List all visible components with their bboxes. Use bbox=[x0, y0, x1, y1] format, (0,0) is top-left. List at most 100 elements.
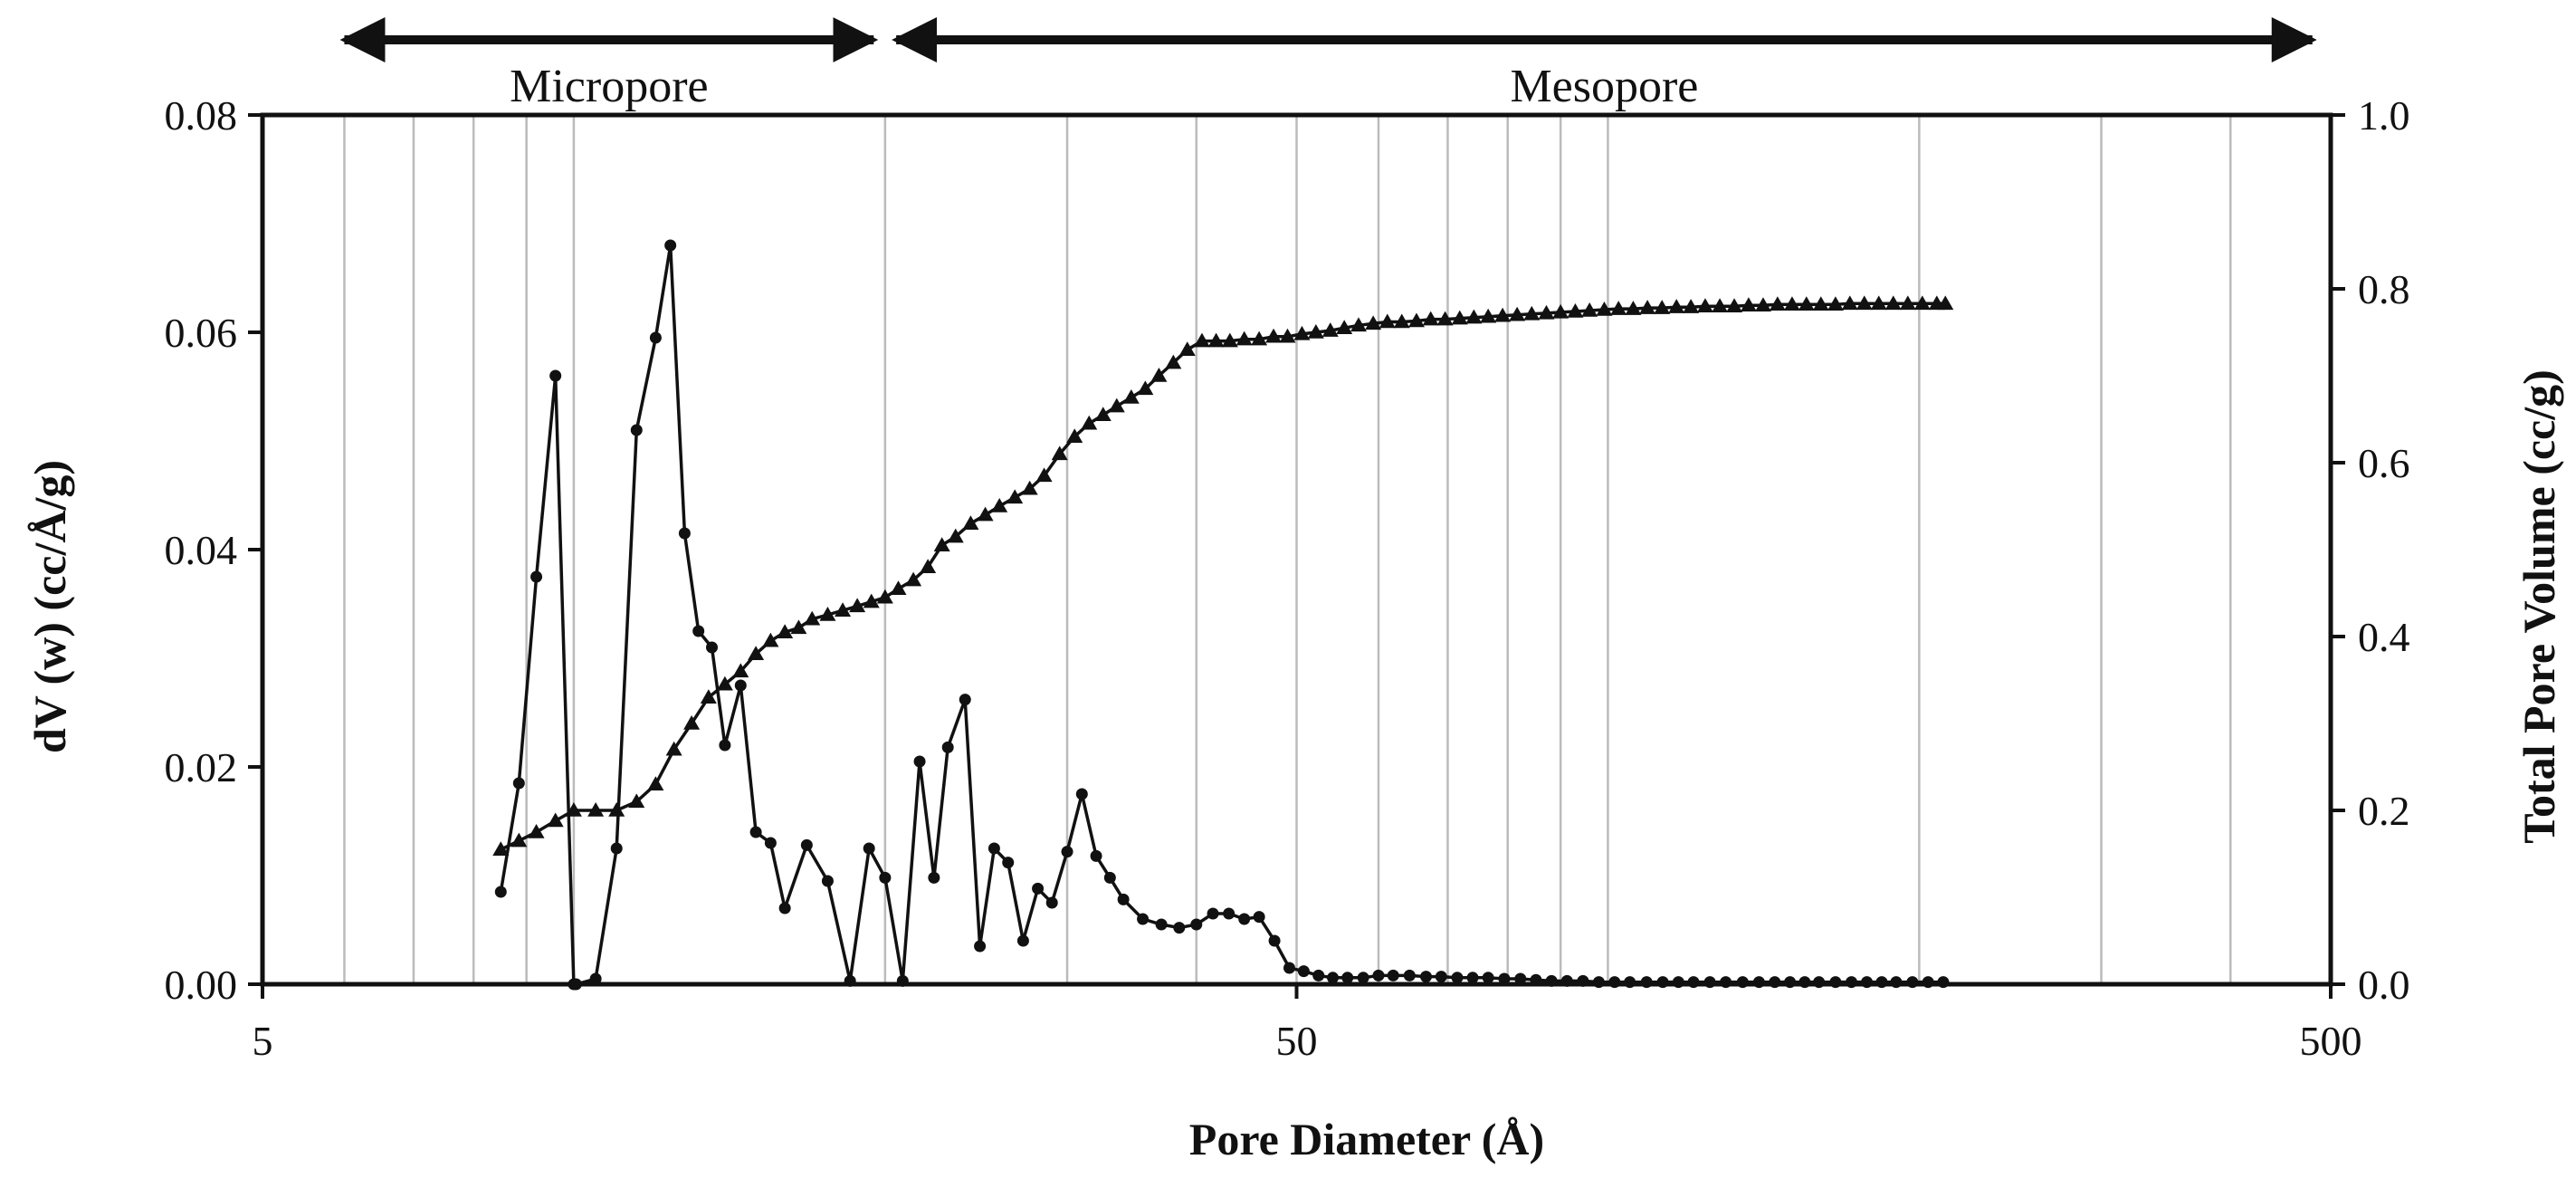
data-point bbox=[1683, 299, 1700, 313]
data-point bbox=[1639, 300, 1656, 314]
data-point bbox=[1021, 480, 1038, 495]
data-point bbox=[683, 715, 701, 730]
data-point bbox=[1238, 913, 1251, 925]
data-point bbox=[928, 871, 940, 884]
data-point bbox=[1538, 304, 1555, 320]
data-point bbox=[1514, 972, 1527, 985]
data-point bbox=[1769, 296, 1786, 311]
data-point bbox=[1422, 311, 1439, 326]
data-point bbox=[991, 498, 1008, 512]
data-point bbox=[1066, 428, 1083, 443]
data-point bbox=[1327, 972, 1340, 984]
data-point bbox=[1336, 320, 1353, 334]
data-point bbox=[1523, 305, 1541, 321]
data-point bbox=[692, 625, 705, 637]
data-point bbox=[804, 610, 821, 626]
data-point bbox=[879, 871, 892, 884]
data-point bbox=[1061, 846, 1073, 858]
data-point bbox=[589, 972, 602, 985]
axes: 0.00 0.02 0.04 0.06 0.08 0.0 0.2 0.4 0.6 0.8 1.0 5 5… bbox=[165, 92, 2410, 1064]
data-point bbox=[1726, 298, 1743, 312]
data-point bbox=[1122, 389, 1140, 404]
data-point bbox=[1436, 311, 1454, 326]
data-point bbox=[1783, 296, 1800, 311]
data-point bbox=[608, 802, 625, 817]
data-point bbox=[835, 602, 852, 617]
data-point bbox=[700, 689, 717, 704]
data-point bbox=[790, 619, 807, 635]
y2-tick-label: 0.6 bbox=[2358, 440, 2410, 486]
data-point bbox=[1451, 972, 1464, 984]
data-point bbox=[665, 741, 682, 756]
data-point bbox=[610, 842, 623, 855]
data-point bbox=[630, 424, 643, 436]
data-point bbox=[1150, 368, 1168, 382]
data-point bbox=[1279, 328, 1296, 343]
data-point bbox=[819, 607, 836, 621]
data-point bbox=[1696, 298, 1713, 312]
y-tick-label: 0.00 bbox=[165, 962, 238, 1008]
data-point bbox=[905, 571, 922, 587]
data-point bbox=[1223, 907, 1236, 920]
data-point bbox=[1870, 295, 1887, 311]
data-point bbox=[1494, 307, 1512, 322]
data-point bbox=[1387, 969, 1399, 982]
data-point bbox=[1451, 310, 1468, 325]
data-point bbox=[1365, 315, 1382, 330]
data-point bbox=[565, 802, 582, 817]
data-point bbox=[962, 515, 979, 530]
data-point bbox=[920, 559, 937, 573]
data-point bbox=[1625, 301, 1642, 315]
data-point bbox=[1002, 857, 1015, 869]
data-point bbox=[1253, 911, 1265, 924]
data-point bbox=[1081, 415, 1098, 430]
y2-tick-label: 0.2 bbox=[2358, 788, 2410, 834]
data-point bbox=[1137, 380, 1154, 396]
data-point bbox=[1117, 893, 1130, 905]
data-point bbox=[1740, 297, 1757, 311]
data-point bbox=[1007, 489, 1024, 504]
data-point bbox=[1754, 297, 1771, 311]
data-point bbox=[1913, 295, 1931, 311]
data-point bbox=[1596, 302, 1613, 316]
data-point bbox=[1207, 907, 1219, 920]
data-point bbox=[1403, 969, 1416, 982]
data-point bbox=[959, 694, 971, 706]
x-tick-label: 50 bbox=[1276, 1018, 1318, 1064]
y2-axis-title: Total Pore Volume (cc/g) bbox=[2514, 369, 2564, 844]
data-point bbox=[1251, 330, 1268, 346]
data-point bbox=[1312, 969, 1325, 982]
data-point bbox=[1341, 972, 1354, 984]
data-point bbox=[1265, 328, 1283, 343]
vertical-gridlines bbox=[343, 115, 2232, 984]
data-point bbox=[494, 886, 507, 898]
data-point bbox=[1393, 313, 1410, 329]
data-point bbox=[1827, 296, 1844, 311]
data-point bbox=[941, 741, 954, 753]
data-point bbox=[1498, 972, 1511, 985]
data-point bbox=[1379, 313, 1396, 329]
data-point bbox=[1567, 302, 1584, 318]
data-point bbox=[1094, 407, 1111, 421]
data-point bbox=[933, 537, 950, 551]
data-point bbox=[547, 812, 564, 828]
data-point bbox=[1103, 871, 1116, 884]
data-point bbox=[800, 838, 813, 851]
x-axis-title: Pore Diameter (Å) bbox=[1189, 1114, 1544, 1164]
series-line bbox=[500, 302, 1946, 851]
region-label: Micropore bbox=[510, 61, 708, 112]
data-point bbox=[1841, 295, 1858, 311]
data-point bbox=[647, 776, 664, 790]
data-point bbox=[628, 793, 645, 809]
data-point bbox=[1466, 972, 1479, 984]
y2-tick-label: 0.0 bbox=[2358, 962, 2410, 1008]
data-point bbox=[1798, 296, 1815, 311]
data-point bbox=[764, 837, 777, 849]
data-point bbox=[1482, 972, 1494, 984]
y-tick-label: 0.04 bbox=[165, 527, 238, 573]
data-point bbox=[1173, 922, 1186, 934]
x-tick-label: 5 bbox=[253, 1018, 273, 1064]
data-point bbox=[863, 842, 875, 855]
data-point bbox=[748, 646, 765, 660]
